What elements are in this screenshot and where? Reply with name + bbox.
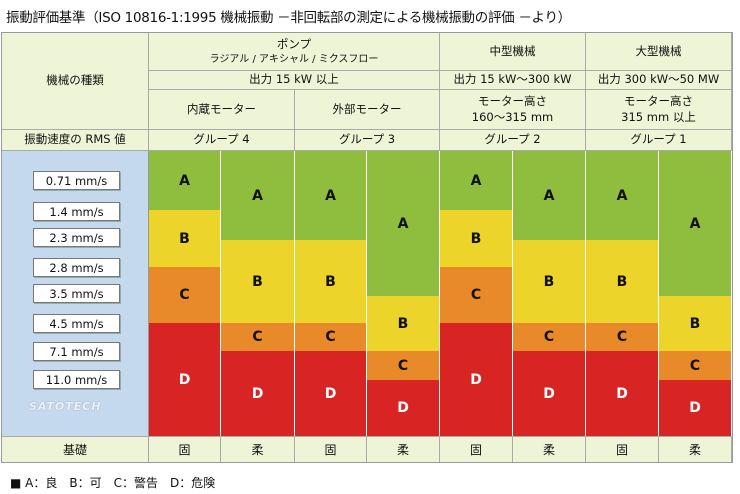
velocity-label: 2.3 mm/s: [33, 228, 120, 247]
foundation-cell: 固: [440, 436, 513, 462]
foundation-cell: 柔: [367, 436, 440, 462]
zone-c-cell: C: [586, 323, 659, 351]
large-output-cell: 出力 300 kW〜50 MW: [586, 71, 732, 90]
medium-machine-header: 中型機械: [440, 33, 586, 71]
machine-type-header: 機械の種類: [2, 33, 149, 130]
zone-d-cell: D: [513, 351, 586, 436]
large-output-label: 出力 300 kW〜50 MW: [597, 72, 720, 87]
internal-motor-label: 内蔵モーター: [187, 101, 256, 116]
large-height-label: モーター高さ: [624, 93, 693, 108]
foundation-cell: 固: [586, 436, 659, 462]
zone-d-cell: D: [440, 323, 513, 436]
velocity-scale: 0.71 mm/s 1.4 mm/s 2.3 mm/s 2.8 mm/s 3.5…: [2, 151, 149, 436]
group-3-label: グループ 3: [338, 132, 396, 147]
zone-c-cell: C: [513, 323, 586, 351]
foundation-cell: 柔: [221, 436, 295, 462]
velocity-label: 2.8 mm/s: [33, 258, 120, 277]
zone-d-cell: D: [586, 351, 659, 436]
zone-b-cell: B: [367, 296, 440, 351]
zone-b-cell: B: [149, 210, 221, 267]
zone-d-cell: D: [221, 351, 295, 436]
table-frame: [1, 32, 733, 463]
group-1-cell: グループ 1: [586, 130, 732, 151]
zone-c-cell: C: [440, 267, 513, 323]
zone-d-cell: D: [295, 351, 367, 436]
satotech-logo: SATOTECH: [29, 400, 102, 413]
zone-c-cell: C: [221, 323, 295, 351]
zone-a-cell: A: [367, 151, 440, 296]
medium-output-cell: 出力 15 kW〜300 kW: [440, 71, 586, 90]
zone-b-cell: B: [221, 240, 295, 323]
velocity-label: 3.5 mm/s: [33, 284, 120, 303]
foundation-label: 基礎: [62, 443, 87, 457]
medium-output-label: 出力 15 kW〜300 kW: [453, 72, 572, 87]
medium-height-cell: モーター高さ 160〜315 mm: [440, 90, 586, 130]
zone-b-cell: B: [513, 240, 586, 323]
pump-label: ポンプ: [276, 36, 312, 51]
zone-a-cell: A: [221, 151, 295, 240]
legend: ■ A：良 B：可 C：警告 D：危険: [10, 476, 216, 490]
zone-d-cell: D: [149, 323, 221, 436]
group-4-cell: グループ 4: [149, 130, 295, 151]
zone-a-cell: A: [513, 151, 586, 240]
velocity-label: 0.71 mm/s: [33, 171, 120, 190]
pump-output-cell: 出力 15 kW 以上: [149, 71, 440, 90]
pump-output-label: 出力 15 kW 以上: [249, 72, 339, 87]
zone-a-cell: A: [149, 151, 221, 210]
external-motor-cell: 外部モーター: [295, 90, 440, 130]
zone-c-cell: C: [659, 351, 732, 380]
zone-b-cell: B: [586, 240, 659, 323]
machine-type-label: 機械の種類: [46, 73, 104, 88]
zone-a-cell: A: [659, 151, 732, 296]
rms-header-cell: 振動速度の RMS 値: [2, 130, 149, 151]
zone-c-cell: C: [367, 351, 440, 380]
group-4-label: グループ 4: [193, 132, 250, 147]
zone-b-cell: B: [440, 210, 513, 267]
zone-b-cell: B: [295, 240, 367, 323]
group-2-label: グループ 2: [484, 132, 541, 147]
velocity-label: 11.0 mm/s: [33, 370, 120, 389]
large-machine-header: 大型機械: [586, 33, 732, 71]
velocity-label: 4.5 mm/s: [33, 314, 120, 333]
velocity-label: 7.1 mm/s: [33, 342, 120, 361]
foundation-header: 基礎: [2, 436, 149, 462]
external-motor-label: 外部モーター: [332, 101, 402, 116]
zone-a-cell: A: [440, 151, 513, 210]
pump-header: ポンプ ラジアル / アキシャル / ミクスフロー: [149, 33, 440, 71]
large-machine-label: 大型機械: [635, 43, 682, 58]
velocity-label: 1.4 mm/s: [33, 202, 120, 221]
group-2-cell: グループ 2: [440, 130, 586, 151]
group-3-cell: グループ 3: [295, 130, 440, 151]
foundation-cell: 柔: [513, 436, 586, 462]
medium-machine-label: 中型機械: [489, 43, 536, 58]
zone-a-cell: A: [295, 151, 367, 240]
zone-c-cell: C: [295, 323, 367, 351]
zone-c-cell: C: [149, 267, 221, 323]
zone-d-cell: D: [659, 380, 732, 436]
page-title: 振動評価基準（ISO 10816-1:1995 機械振動 －非回転部の測定による…: [6, 10, 571, 26]
foundation-cell: 固: [149, 436, 221, 462]
medium-height-range: 160〜315 mm: [471, 109, 554, 124]
rms-label: 振動速度の RMS 値: [24, 132, 126, 147]
group-1-label: グループ 1: [630, 132, 687, 147]
large-height-range: 315 mm 以上: [621, 109, 696, 124]
zone-d-cell: D: [367, 380, 440, 436]
medium-height-label: モーター高さ: [478, 93, 547, 108]
internal-motor-cell: 内蔵モーター: [149, 90, 295, 130]
zone-a-cell: A: [586, 151, 659, 240]
zone-b-cell: B: [659, 296, 732, 351]
foundation-cell: 柔: [659, 436, 732, 462]
large-height-cell: モーター高さ 315 mm 以上: [586, 90, 732, 130]
pump-subtype-label: ラジアル / アキシャル / ミクスフロー: [209, 53, 379, 65]
foundation-cell: 固: [295, 436, 367, 462]
